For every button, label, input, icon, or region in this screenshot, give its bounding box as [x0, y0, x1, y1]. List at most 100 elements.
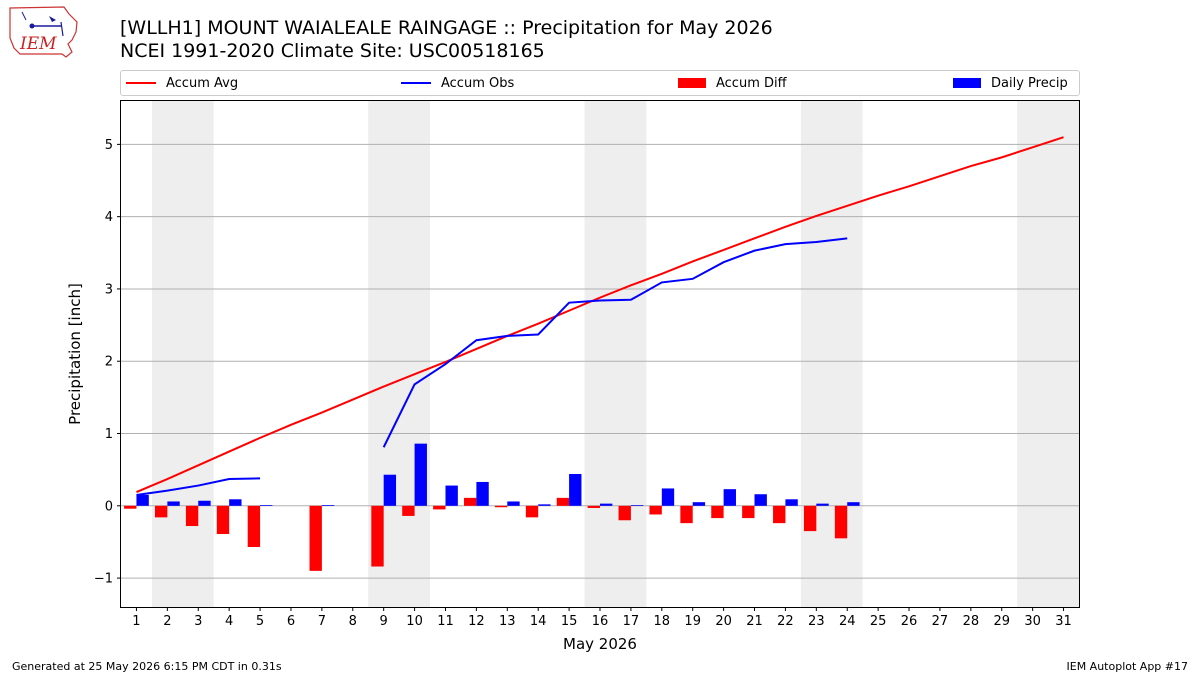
- chart-title: [WLLH1] MOUNT WAIALEALE RAINGAGE :: Prec…: [120, 17, 773, 39]
- weekend-band: [1017, 101, 1079, 607]
- daily-precip-bar: [507, 501, 520, 506]
- daily-precip-bar: [630, 505, 644, 506]
- daily-precip-bar: [321, 505, 335, 506]
- daily-precip-bar: [198, 500, 211, 506]
- legend-label-accum-diff: Accum Diff: [716, 75, 787, 91]
- x-tick-label: 2: [163, 614, 171, 629]
- legend-swatch-accum-obs: [401, 82, 431, 84]
- x-tick-label: 7: [318, 614, 326, 629]
- accum-diff-bar: [773, 505, 786, 524]
- x-tick-label: 28: [963, 614, 980, 629]
- daily-precip-bar: [816, 503, 829, 506]
- x-tick-label: 25: [870, 614, 887, 629]
- legend-item-accum-diff: Accum Diff: [678, 71, 787, 95]
- y-tick-label: 2: [105, 355, 113, 370]
- iem-logo: IEM: [9, 6, 78, 58]
- y-tick-label: 1: [105, 427, 113, 442]
- daily-precip-bar: [445, 485, 458, 506]
- accum-diff-bar: [433, 505, 446, 510]
- footer-app-text: IEM Autoplot App #17: [1066, 660, 1189, 673]
- accum-diff-bar: [649, 505, 662, 515]
- accum-diff-bar: [216, 505, 230, 534]
- daily-precip-bar: [538, 504, 551, 506]
- accum-diff-bar: [464, 497, 477, 506]
- weekend-band: [584, 101, 647, 607]
- accum-diff-bar: [711, 505, 724, 519]
- accum-diff-bar: [185, 505, 199, 527]
- chart-subtitle: NCEI 1991-2020 Climate Site: USC00518165: [120, 40, 545, 62]
- accum-diff-bar: [371, 505, 384, 567]
- y-tick-label: −1: [94, 572, 113, 587]
- accum-diff-bar: [803, 505, 817, 532]
- x-tick-label: 9: [380, 614, 388, 629]
- y-tick-label: 3: [105, 282, 113, 297]
- x-tick-label: 21: [746, 614, 763, 629]
- x-tick-label: 15: [561, 614, 578, 629]
- x-tick-label: 3: [194, 614, 202, 629]
- x-tick-label: 12: [468, 614, 485, 629]
- accum-diff-bar: [680, 505, 693, 524]
- x-tick-label: 1: [132, 614, 140, 629]
- daily-precip-bar: [260, 505, 273, 506]
- daily-precip-bar: [600, 503, 613, 506]
- logo-dot-icon: [29, 23, 35, 29]
- legend-swatch-accum-diff: [678, 78, 706, 88]
- x-tick-label: 31: [1055, 614, 1072, 629]
- daily-precip-bar: [383, 474, 397, 506]
- accum-diff-bar: [154, 505, 168, 518]
- daily-precip-bar: [723, 489, 736, 506]
- daily-precip-bar: [661, 488, 675, 506]
- legend: Accum Avg Accum Obs Accum Diff Daily Pre…: [120, 70, 1080, 96]
- legend-label-daily-precip: Daily Precip: [991, 75, 1068, 91]
- accum-obs-line: [382, 237, 848, 448]
- x-tick-label: 14: [530, 614, 547, 629]
- x-tick-label: 26: [901, 614, 918, 629]
- x-tick-label: 24: [839, 614, 856, 629]
- x-tick-label: 5: [256, 614, 264, 629]
- x-tick-label: 20: [715, 614, 732, 629]
- daily-precip-bar: [136, 494, 149, 506]
- daily-precip-bar: [785, 499, 798, 506]
- legend-label-accum-obs: Accum Obs: [441, 75, 515, 91]
- weekend-band: [151, 101, 214, 607]
- y-tick-label: 0: [105, 499, 113, 514]
- y-tick-label: 4: [105, 210, 113, 225]
- accum-diff-bar: [494, 505, 508, 508]
- accum-diff-bar: [618, 505, 631, 521]
- x-tick-label: 17: [623, 614, 640, 629]
- accum-obs-line: [136, 477, 261, 496]
- daily-precip-bar: [692, 502, 706, 506]
- x-tick-label: 13: [499, 614, 516, 629]
- daily-precip-bar: [167, 501, 180, 506]
- daily-precip-bar: [569, 473, 582, 506]
- daily-precip-bar: [229, 499, 242, 506]
- x-tick-label: 23: [808, 614, 825, 629]
- x-tick-label: 16: [592, 614, 609, 629]
- x-tick-label: 6: [287, 614, 295, 629]
- y-axis-label: Precipitation [inch]: [66, 283, 84, 425]
- legend-swatch-daily-precip: [953, 78, 981, 88]
- x-tick-label: 8: [349, 614, 357, 629]
- x-axis-label: May 2026: [563, 635, 637, 653]
- legend-item-accum-obs: Accum Obs: [401, 71, 514, 95]
- logo-text: IEM: [19, 34, 57, 54]
- x-tick-label: 29: [993, 614, 1010, 629]
- accum-diff-bar: [124, 505, 137, 509]
- daily-precip-bar: [476, 481, 489, 506]
- accum-diff-bar: [525, 505, 539, 518]
- accum-diff-bar: [742, 505, 755, 519]
- x-tick-label: 18: [654, 614, 671, 629]
- x-tick-label: 19: [684, 614, 701, 629]
- daily-precip-bar: [847, 502, 860, 506]
- daily-precip-bar: [414, 443, 427, 506]
- legend-item-accum-avg: Accum Avg: [126, 71, 238, 95]
- accum-diff-bar: [587, 505, 600, 508]
- legend-swatch-accum-avg: [126, 82, 156, 84]
- x-tick-label: 10: [406, 614, 423, 629]
- x-tick-label: 22: [777, 614, 794, 629]
- daily-precip-bar: [754, 494, 767, 506]
- y-tick-label: 5: [105, 138, 113, 153]
- accum-diff-bar: [247, 505, 261, 548]
- accum-diff-bar: [402, 505, 415, 516]
